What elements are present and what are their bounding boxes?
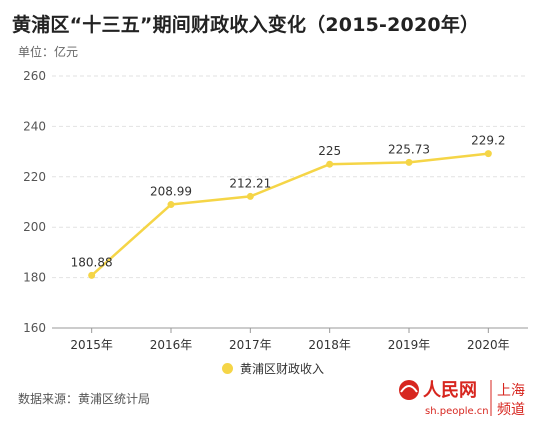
data-label: 180.88 — [71, 255, 113, 269]
logo-url: sh.people.cn — [425, 406, 489, 417]
x-axis-ticks: 2015年 2016年 2017年 2018年 2019年 2020年 — [70, 328, 510, 352]
legend-marker — [222, 363, 233, 374]
logo-text: 人民网 — [423, 380, 477, 401]
x-tick-label: 2017年 — [229, 338, 272, 352]
data-point[interactable] — [326, 160, 334, 168]
data-label: 225.73 — [388, 142, 430, 156]
x-tick-label: 2016年 — [150, 338, 193, 352]
data-label: 229.2 — [471, 134, 505, 148]
data-label: 208.99 — [150, 185, 192, 199]
grid-lines — [52, 75, 528, 329]
x-tick-label: 2015年 — [70, 338, 113, 352]
people-cn-logo: 人民网 sh.people.cn 上海 频道 — [399, 380, 525, 418]
logo-sub2: 频道 — [497, 402, 525, 418]
y-tick-label: 200 — [23, 220, 46, 234]
data-point[interactable] — [246, 192, 254, 200]
data-point[interactable] — [167, 201, 175, 209]
x-tick-label: 2019年 — [388, 338, 431, 352]
logo-sub: 上海 — [497, 383, 525, 399]
x-tick-label: 2018年 — [308, 338, 351, 352]
legend-label: 黄浦区财政收入 — [240, 362, 325, 376]
logo-emblem-icon — [399, 380, 419, 400]
y-tick-label: 260 — [23, 69, 46, 83]
y-axis-ticks: 160 180 200 220 240 260 — [23, 69, 46, 335]
y-tick-label: 160 — [23, 321, 46, 335]
data-point[interactable] — [405, 158, 413, 166]
x-tick-label: 2020年 — [467, 338, 510, 352]
data-point[interactable] — [88, 271, 96, 279]
y-tick-label: 220 — [23, 170, 46, 184]
unit-label: 单位：亿元 — [18, 45, 79, 59]
data-label: 225 — [318, 144, 341, 158]
data-label: 212.21 — [229, 176, 271, 190]
y-tick-label: 180 — [23, 271, 46, 285]
data-source: 数据来源：黄浦区统计局 — [18, 392, 151, 406]
legend[interactable]: 黄浦区财政收入 — [222, 360, 324, 377]
series-line — [90, 152, 489, 277]
chart-title: 黄浦区“十三五”期间财政收入变化（2015-2020年） — [12, 14, 480, 36]
y-tick-label: 240 — [23, 119, 46, 133]
data-point[interactable] — [484, 150, 492, 158]
series-group: 180.88 208.99 212.21 225 225.73 229.2 — [71, 134, 506, 279]
